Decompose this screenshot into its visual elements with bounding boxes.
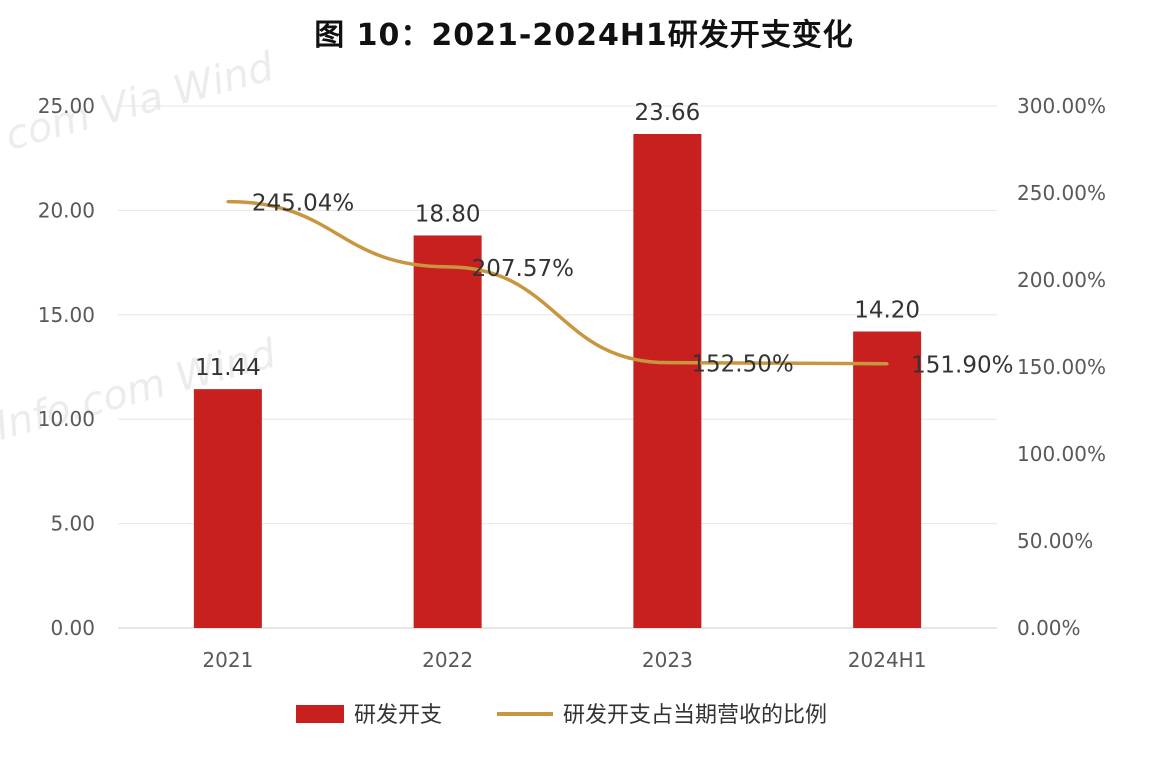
bar bbox=[193, 389, 262, 628]
line-point bbox=[885, 362, 889, 366]
y-left-tick-label: 10.00 bbox=[38, 407, 95, 431]
chart-title: 图 10：2021-2024H1研发开支变化 bbox=[314, 18, 854, 53]
line-point bbox=[226, 200, 230, 204]
line-data-label: 152.50% bbox=[691, 352, 793, 378]
line-point bbox=[446, 265, 450, 269]
x-tick-label: 2023 bbox=[642, 648, 693, 672]
bar bbox=[413, 235, 482, 628]
line-data-label: 151.90% bbox=[911, 353, 1013, 379]
bar-data-label: 23.66 bbox=[634, 100, 700, 126]
y-left-tick-label: 0.00 bbox=[50, 616, 95, 640]
y-right-tick-label: 250.00% bbox=[1017, 181, 1106, 205]
y-left-tick-label: 20.00 bbox=[38, 198, 95, 222]
line-data-label: 207.57% bbox=[472, 256, 574, 282]
y-right-tick-label: 50.00% bbox=[1017, 529, 1093, 553]
y-right-tick-label: 200.00% bbox=[1017, 268, 1106, 292]
bar-data-label: 18.80 bbox=[415, 201, 481, 227]
legend-label: 研发开支占当期营收的比例 bbox=[563, 703, 827, 728]
bar bbox=[853, 331, 922, 628]
series-line bbox=[227, 199, 888, 366]
line-point bbox=[665, 361, 669, 365]
y-left-tick-label: 25.00 bbox=[38, 94, 95, 118]
y-left-tick-label: 5.00 bbox=[50, 512, 95, 536]
legend-swatch-bar bbox=[296, 705, 344, 723]
legend-label: 研发开支 bbox=[354, 703, 442, 728]
x-tick-label: 2024H1 bbox=[848, 648, 927, 672]
y-right-tick-label: 150.00% bbox=[1017, 355, 1106, 379]
bar bbox=[633, 133, 702, 629]
y-right-tick-label: 300.00% bbox=[1017, 94, 1106, 118]
y-right-tick-label: 0.00% bbox=[1017, 616, 1081, 640]
x-tick-label: 2021 bbox=[202, 648, 253, 672]
y-left-tick-label: 15.00 bbox=[38, 303, 95, 327]
x-tick-label: 2022 bbox=[422, 648, 473, 672]
line-data-label: 245.04% bbox=[252, 191, 354, 217]
bar-data-label: 11.44 bbox=[195, 355, 261, 381]
y-right-tick-label: 100.00% bbox=[1017, 442, 1106, 466]
bar-data-label: 14.20 bbox=[854, 298, 920, 324]
